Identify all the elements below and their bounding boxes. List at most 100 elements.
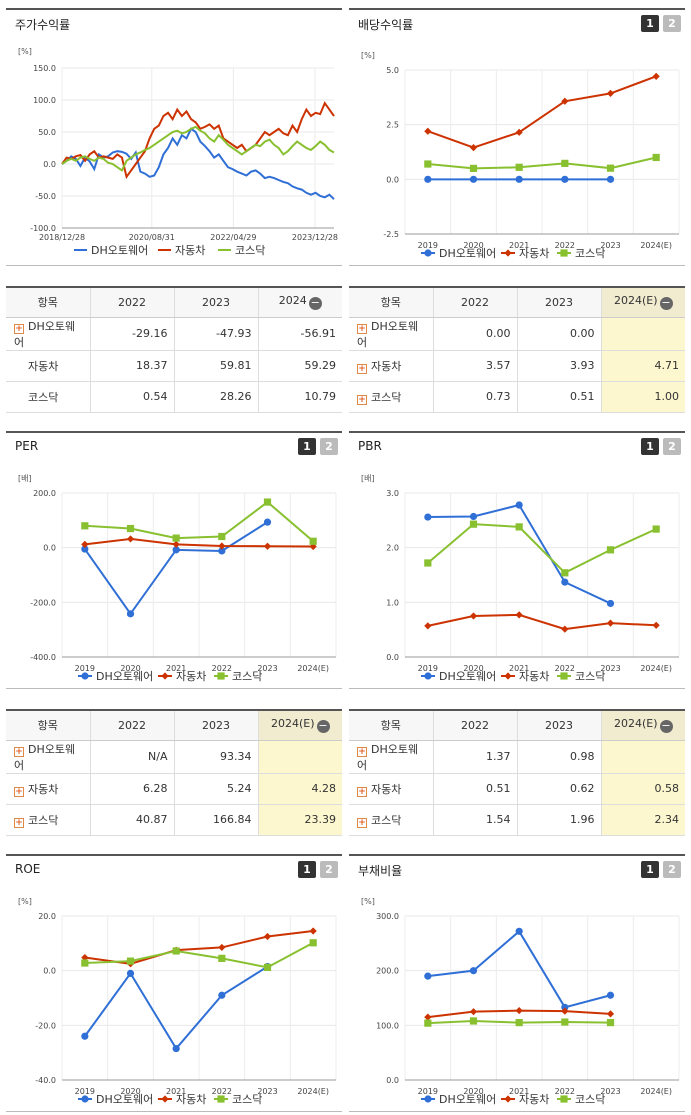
table-cell (600, 317, 685, 351)
legend-label: 자동차 (176, 670, 206, 683)
expand-icon[interactable]: + (357, 363, 367, 374)
y-tick-label: 300.0 (376, 912, 399, 921)
y-tick-label: 20.0 (38, 912, 56, 921)
expand-icon[interactable]: + (357, 394, 367, 405)
column-header: 2024(E) − (257, 710, 342, 741)
x-tick-label: 2022 (555, 664, 575, 673)
legend-label: 자동차 (519, 247, 549, 260)
data-point (424, 559, 432, 567)
unit-label: [배] (361, 474, 375, 483)
data-point (606, 619, 615, 627)
row-label: + 코스닥 (349, 381, 433, 413)
x-tick-label: 2020/08/31 (129, 233, 175, 242)
data-point (172, 534, 180, 542)
legend-marker (504, 672, 512, 680)
data-point (606, 89, 615, 97)
data-point (424, 513, 432, 521)
page-1-button[interactable]: 1 (641, 438, 659, 455)
row-label: + 자동차 (6, 773, 90, 805)
x-tick-label: 2023 (257, 1087, 277, 1096)
legend-label: DH오토웨어 (96, 670, 153, 683)
x-tick-label: 2024(E) (640, 664, 672, 673)
collapse-icon[interactable]: − (316, 719, 330, 734)
debt-ratio-pager: 1 2 (641, 861, 681, 878)
legend-marker (504, 249, 512, 257)
data-point (515, 927, 523, 935)
stock-return-chart: [%]150.0 100.0 50.0 0.0 -50.0 -100.02018/12/2… (18, 47, 338, 257)
data-point (126, 610, 135, 618)
y-tick-label: 3.0 (386, 489, 399, 498)
stock-return-table: 항목 2022 2023 2024− + DH오토웨어 -29.16 -47.93 -56.91… (6, 286, 342, 413)
expand-icon[interactable]: + (14, 746, 24, 757)
data-point (81, 522, 89, 530)
legend-label: 자동차 (519, 670, 549, 683)
column-header-label: 항목 (380, 296, 401, 310)
roe-pager: 1 2 (298, 861, 338, 878)
page-1-button[interactable]: 1 (298, 861, 316, 878)
expand-icon[interactable]: + (14, 323, 24, 334)
dividend-table: 항목 2022 2023 2024(E) − + DH오토웨어 0.00 0.00 + 자동차 3.5… (349, 286, 685, 413)
expand-icon[interactable]: + (14, 786, 24, 797)
page-1-button[interactable]: 1 (298, 438, 316, 455)
page-2-button[interactable]: 2 (663, 15, 681, 32)
row-name: DH오토웨어 (14, 742, 76, 772)
table-cell: 1.37 (432, 740, 517, 774)
series-line (427, 613, 657, 631)
table-cell: 3.93 (516, 350, 601, 382)
table-cell: 2.34 (600, 804, 685, 836)
unit-label: [%] (361, 51, 375, 60)
page-2-button[interactable]: 2 (663, 861, 681, 878)
expand-icon[interactable]: + (357, 746, 367, 757)
row-name: 코스닥 (28, 813, 59, 827)
y-tick-label: 5.0 (386, 66, 399, 75)
data-point (263, 518, 272, 526)
row-label: + 자동차 (349, 350, 433, 382)
expand-icon[interactable]: + (14, 817, 24, 828)
per-pager: 1 2 (298, 438, 338, 455)
expand-icon[interactable]: + (357, 786, 367, 797)
data-point (424, 175, 432, 183)
page-2-button[interactable]: 2 (663, 438, 681, 455)
table-cell: N/A (89, 740, 174, 774)
data-point (561, 175, 569, 183)
legend-marker (217, 672, 225, 680)
column-header-label: 2024(E) (613, 294, 658, 308)
data-point (561, 1018, 569, 1026)
collapse-icon[interactable]: − (659, 719, 673, 734)
collapse-icon[interactable]: − (659, 296, 673, 311)
x-tick-label: 2024(E) (640, 1087, 672, 1096)
x-tick-label: 2020 (463, 664, 483, 673)
column-header-label: 2022 (118, 295, 146, 309)
data-point (606, 546, 615, 554)
table-cell: 0.00 (432, 317, 517, 351)
data-point (606, 1019, 615, 1027)
series-line (427, 75, 657, 149)
column-header: 2022 (89, 287, 174, 318)
pbr-pager: 1 2 (641, 438, 681, 455)
page-1-button[interactable]: 1 (641, 861, 659, 878)
table-cell: 1.96 (516, 804, 601, 836)
unit-label: [%] (18, 47, 32, 56)
column-header: 항목 (6, 710, 90, 741)
x-tick-label: 2021 (166, 1087, 186, 1096)
data-point (469, 164, 478, 172)
legend-label: 코스닥 (232, 1093, 262, 1106)
legend-marker (81, 672, 89, 680)
expand-icon[interactable]: + (357, 817, 367, 828)
row-label: 코스닥 (6, 381, 90, 413)
data-point (81, 540, 89, 548)
table-cell: 0.51 (516, 381, 601, 413)
collapse-icon[interactable]: − (308, 296, 322, 311)
per-table: 항목 2022 2023 2024(E) − + DH오토웨어 N/A 93.34 + 자동차 6.2… (6, 709, 342, 836)
page-1-button[interactable]: 1 (641, 15, 659, 32)
table-cell: 1.00 (600, 381, 685, 413)
data-point (515, 1006, 523, 1015)
expand-icon[interactable]: + (357, 323, 367, 334)
page-2-button[interactable]: 2 (320, 438, 338, 455)
table-row: + 자동차 6.28 5.24 4.28 (6, 773, 342, 805)
legend-marker (560, 672, 568, 680)
y-tick-label: -20.0 (35, 1021, 56, 1030)
table-cell (257, 740, 342, 774)
table-row: + 코스닥 1.54 1.96 2.34 (349, 804, 685, 836)
page-2-button[interactable]: 2 (320, 861, 338, 878)
